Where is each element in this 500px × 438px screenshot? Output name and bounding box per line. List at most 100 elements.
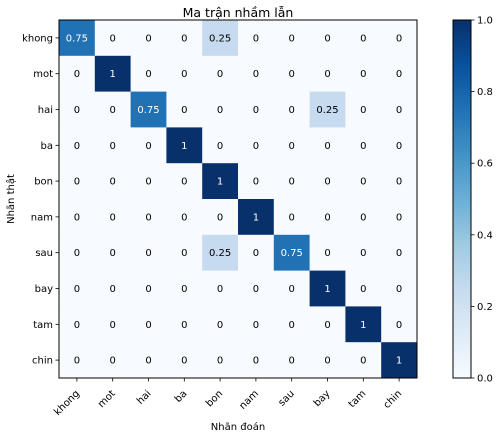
cell-value-label: 0.25 bbox=[209, 248, 231, 259]
cell-value-label: 0 bbox=[181, 33, 187, 44]
heatmap-cell bbox=[381, 199, 418, 236]
cell-value-label: 0.75 bbox=[281, 248, 303, 259]
y-tick-label: bon bbox=[34, 177, 53, 188]
x-tick-label: sau bbox=[277, 388, 297, 408]
heatmap-cell bbox=[345, 234, 382, 272]
cell-value-label: 0 bbox=[253, 320, 259, 331]
x-tick-label: ba bbox=[173, 388, 190, 405]
heatmap-cell bbox=[238, 342, 275, 379]
y-tick-label: tam bbox=[33, 320, 53, 331]
cell-value-label: 0.25 bbox=[316, 105, 338, 116]
cell-value-label: 0 bbox=[110, 356, 116, 367]
heatmap-cell bbox=[273, 127, 311, 164]
heatmap-cell bbox=[166, 342, 203, 379]
y-tick-label: nam bbox=[31, 212, 53, 223]
y-tick-label: khong bbox=[22, 33, 53, 44]
cell-value-label: 0 bbox=[181, 284, 187, 295]
cell-value-label: 1 bbox=[217, 177, 223, 188]
cell-value-label: 0 bbox=[145, 141, 151, 152]
heatmap-cell bbox=[381, 234, 418, 272]
cell-value-label: 0 bbox=[181, 212, 187, 223]
heatmap-cell bbox=[309, 163, 346, 200]
heatmap-cell bbox=[202, 199, 239, 236]
cell-value-label: 0 bbox=[360, 177, 366, 188]
heatmap-cell bbox=[94, 234, 132, 272]
x-tick-label: tam bbox=[347, 388, 369, 410]
x-tick-label: chin bbox=[382, 388, 405, 411]
cell-value-label: 0.25 bbox=[209, 33, 231, 44]
heatmap-cell bbox=[166, 163, 203, 200]
heatmap-cell bbox=[59, 306, 96, 343]
heatmap-cell bbox=[273, 342, 311, 379]
cell-value-label: 0 bbox=[110, 284, 116, 295]
y-tick-label: hai bbox=[38, 105, 53, 116]
heatmap-cell bbox=[345, 163, 382, 200]
heatmap-cell bbox=[273, 163, 311, 200]
cell-value-label: 0 bbox=[396, 177, 402, 188]
heatmap-cell bbox=[273, 20, 311, 57]
heatmap-cell bbox=[238, 127, 275, 164]
y-tick-label: ba bbox=[41, 141, 53, 152]
cell-value-label: 1 bbox=[110, 69, 116, 80]
heatmap-cell bbox=[59, 270, 96, 307]
heatmap-cell bbox=[345, 55, 382, 93]
heatmap-cell bbox=[381, 55, 418, 93]
heatmap-cell bbox=[166, 270, 203, 307]
cell-value-label: 0 bbox=[360, 69, 366, 80]
heatmap-cell bbox=[202, 163, 239, 200]
cell-value-label: 0 bbox=[360, 141, 366, 152]
heatmap-cell bbox=[130, 306, 167, 343]
heatmap-cell bbox=[238, 199, 275, 236]
cell-value-label: 0 bbox=[360, 356, 366, 367]
cell-value-label: 0 bbox=[74, 356, 80, 367]
cell-value-label: 0 bbox=[74, 105, 80, 116]
cell-value-label: 1 bbox=[181, 141, 187, 152]
cell-value-label: 0 bbox=[324, 212, 330, 223]
cell-value-label: 0 bbox=[181, 320, 187, 331]
x-tick-label: hai bbox=[135, 388, 154, 407]
heatmap-cell bbox=[130, 342, 167, 379]
heatmap-cell bbox=[309, 127, 346, 164]
cell-value-label: 0 bbox=[145, 248, 151, 259]
cell-value-label: 0 bbox=[396, 212, 402, 223]
cell-value-label: 0 bbox=[145, 212, 151, 223]
cell-value-label: 0 bbox=[74, 69, 80, 80]
cell-value-label: 0 bbox=[253, 33, 259, 44]
x-tick-label: mot bbox=[96, 388, 118, 410]
cell-value-label: 0 bbox=[360, 105, 366, 116]
heatmap-cell bbox=[273, 234, 311, 272]
cell-value-label: 1 bbox=[324, 284, 330, 295]
cell-value-label: 0 bbox=[324, 141, 330, 152]
cell-value-label: 0 bbox=[145, 320, 151, 331]
cell-value-label: 0 bbox=[217, 105, 223, 116]
cell-value-label: 0 bbox=[289, 356, 295, 367]
cell-value-label: 0 bbox=[74, 248, 80, 259]
heatmap-cell bbox=[94, 20, 132, 57]
cell-value-label: 0 bbox=[360, 248, 366, 259]
heatmap-cell bbox=[273, 306, 311, 343]
heatmap-cell bbox=[273, 91, 311, 128]
heatmap-cells bbox=[59, 20, 418, 379]
cell-value-label: 0 bbox=[324, 69, 330, 80]
heatmap-cell bbox=[130, 20, 167, 57]
plot-frame bbox=[58, 19, 418, 379]
cell-value-label: 0 bbox=[217, 141, 223, 152]
cell-value-labels: 0.75 0 0 0 0.25 0 0 0 0 0 0 1 0 0 0 0 0 0 0 0 0 0 0.75 0 0 0 0 0.25… bbox=[66, 33, 403, 366]
cell-value-label: 0 bbox=[289, 177, 295, 188]
heatmap-cell bbox=[94, 270, 132, 307]
heatmap-cell bbox=[94, 91, 132, 128]
heatmap-cell bbox=[130, 127, 167, 164]
chart-title: Ma trận nhầm lẫn bbox=[183, 5, 294, 20]
cell-value-label: 0 bbox=[181, 105, 187, 116]
colorbar-tick-label: 0.4 bbox=[477, 230, 493, 241]
heatmap-cell bbox=[381, 91, 418, 128]
heatmap-cell bbox=[166, 199, 203, 236]
heatmap-cell bbox=[273, 55, 311, 93]
heatmap-cell bbox=[202, 20, 239, 57]
cell-value-label: 0 bbox=[396, 33, 402, 44]
cell-value-label: 0 bbox=[289, 105, 295, 116]
heatmap-cell bbox=[273, 199, 311, 236]
y-axis-ticks: khong mot hai ba bon nam sau bay tam chin bbox=[22, 33, 59, 367]
cell-value-label: 0 bbox=[324, 177, 330, 188]
